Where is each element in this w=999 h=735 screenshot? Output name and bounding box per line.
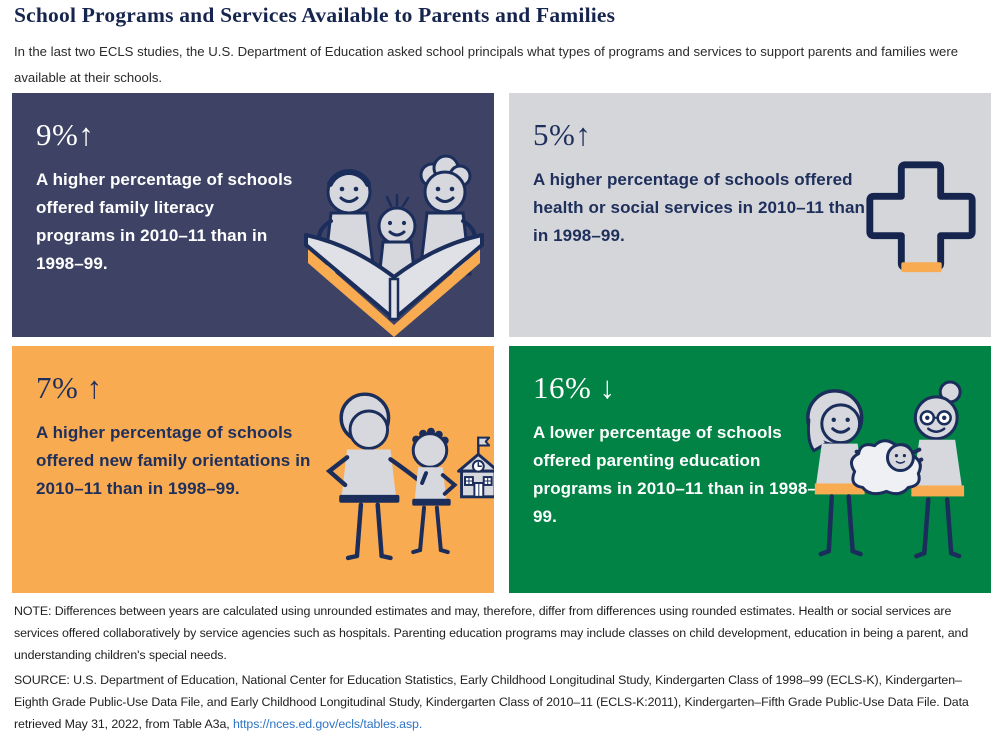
family-reading-book-illustration	[294, 129, 494, 337]
stat-value: 16% ↓	[533, 370, 616, 405]
footer: NOTE: Differences between years are calc…	[14, 600, 989, 735]
note-text: NOTE: Differences between years are calc…	[14, 604, 969, 662]
stat-description: A higher percentage of schools offered n…	[36, 423, 311, 498]
intro-text: In the last two ECLS studies, the U.S. D…	[14, 44, 959, 85]
parent-child-school-illustration	[280, 378, 494, 586]
stat-description: A higher percentage of schools offered f…	[36, 170, 293, 273]
source-link[interactable]: https://nces.ed.gov/ecls/tables.asp.	[232, 717, 423, 731]
stat-value: 9%↑	[36, 117, 95, 152]
source-text: SOURCE: U.S. Department of Education, Na…	[14, 669, 989, 735]
stat-card-new-family-orientations: 7% ↑ A higher percentage of schools offe…	[12, 346, 494, 593]
stat-description: A higher percentage of schools offered h…	[533, 170, 865, 245]
page-title: School Programs and Services Available t…	[14, 3, 616, 27]
stat-card-parenting-education: 16% ↓ A lower percentage of schools offe…	[509, 346, 991, 593]
stat-description: A lower percentage of schools offered pa…	[533, 423, 817, 526]
stat-card-family-literacy: 9%↑ A higher percentage of schools offer…	[12, 93, 494, 337]
medical-cross-icon	[857, 153, 985, 277]
stat-card-health-social-services: 5%↑ A higher percentage of schools offer…	[509, 93, 991, 337]
source-body: SOURCE: U.S. Department of Education, Na…	[14, 673, 969, 731]
stat-value: 5%↑	[533, 117, 592, 152]
stat-cards-grid: 9%↑ A higher percentage of schools offer…	[12, 93, 991, 593]
adults-holding-baby-illustration	[777, 376, 991, 580]
stat-value: 7% ↑	[36, 370, 103, 405]
